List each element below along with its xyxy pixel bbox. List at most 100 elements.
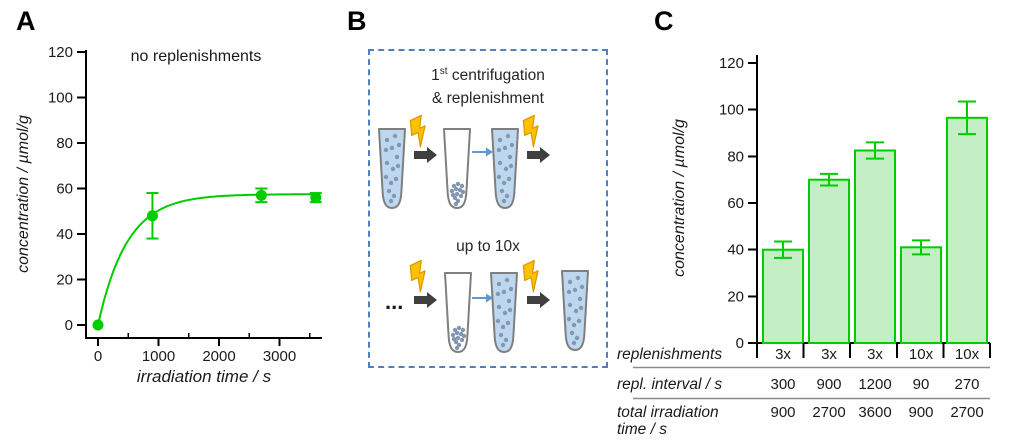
arrow-shaft (527, 151, 540, 159)
particle-dot (574, 335, 580, 341)
particle-dot (497, 137, 503, 143)
bar (900, 246, 942, 344)
particle-dot (454, 330, 460, 336)
bar (946, 116, 988, 344)
y-tick-label: 40 (727, 242, 744, 259)
particle-dot (392, 133, 398, 139)
irradiation-step (522, 114, 550, 163)
data-point (310, 192, 322, 204)
particle-dot (383, 147, 389, 153)
data-point (255, 189, 267, 201)
y-tick-label: 0 (736, 335, 744, 352)
transfer-arrow-icon (472, 147, 493, 157)
annotation-no-replenishments: no replenishments (131, 48, 262, 65)
arrow-head (540, 292, 550, 308)
tube-suspension-icon (491, 128, 519, 209)
particle-dot (503, 166, 509, 172)
particle-dot (573, 308, 579, 314)
particle-dot (496, 174, 502, 180)
particle-dot (499, 188, 505, 194)
irradiation-step (409, 114, 437, 163)
particle-dot (507, 307, 513, 313)
particle-dot (501, 198, 507, 204)
particle-dot (501, 289, 507, 295)
process-arrow-icon (527, 147, 550, 163)
particle-dot (505, 133, 511, 139)
particle-dot (455, 181, 461, 187)
panel-b-title-line1: 1st centrifugation (431, 66, 545, 85)
particle-dot (459, 183, 465, 189)
particle-dot (508, 286, 514, 292)
arrow-head (540, 147, 550, 163)
table-cell: 3600 (858, 404, 891, 421)
particle-dot (578, 305, 584, 311)
particle-dot (508, 163, 514, 169)
table-cell: 270 (954, 376, 979, 393)
bar (762, 248, 804, 344)
particle-dot (452, 195, 458, 201)
arrow-head (427, 292, 437, 308)
x-tick-label: 3000 (263, 348, 296, 365)
data-point (92, 319, 104, 331)
particle-dot (460, 327, 466, 333)
particle-dot (384, 137, 390, 143)
particle-dot (383, 174, 389, 180)
particle-dot (459, 337, 465, 343)
table-row-label-total-time-2: time / s (617, 421, 667, 438)
particle-dot (575, 275, 581, 281)
particle-dot (506, 298, 512, 304)
lightning-icon (522, 259, 539, 293)
particle-dot (498, 332, 504, 338)
tube-sediment-icon (443, 128, 471, 209)
particle-dot (460, 189, 466, 195)
tube-suspension-icon (378, 128, 406, 209)
category-label: 3x (775, 346, 791, 363)
panel-b-label: B (347, 6, 367, 36)
particle-dot (507, 154, 513, 160)
particle-dot (454, 345, 460, 351)
panel-c-label: C (654, 6, 674, 36)
process-arrow-icon (414, 147, 437, 163)
y-tick-label: 60 (56, 181, 73, 198)
y-tick-label: 20 (727, 288, 744, 305)
particle-dot (506, 176, 512, 182)
arrow-head (427, 147, 437, 163)
data-point (146, 210, 158, 222)
fit-curve (97, 193, 319, 326)
panel-b-title: 1st centrifugation & replenishment (370, 60, 606, 110)
particle-dot (453, 201, 459, 207)
particle-dot (458, 193, 464, 199)
irradiation-step (409, 259, 437, 308)
particle-dot (566, 289, 572, 295)
tube-sediment-icon (444, 272, 472, 353)
particle-dot (390, 166, 396, 172)
category-label: 10x (909, 346, 934, 363)
tube-suspension-icon (490, 272, 518, 353)
particle-dot (501, 180, 507, 186)
panel-b-process-box: 1st centrifugation & replenishment up to… (368, 49, 608, 368)
particle-dot (393, 176, 399, 182)
particle-dot (495, 291, 501, 297)
category-label: 3x (867, 346, 883, 363)
y-tick-label: 100 (719, 102, 744, 119)
y-tick-label: 120 (48, 44, 73, 61)
table-cell: 1200 (858, 376, 891, 393)
y-axis-label: concentration / µmol/g (15, 115, 32, 273)
y-tick-label: 40 (56, 226, 73, 243)
y-tick-label: 80 (727, 148, 744, 165)
y-tick-label: 80 (56, 135, 73, 152)
particle-dot (496, 304, 502, 310)
transfer-arrow-icon (472, 293, 493, 303)
arrow-shaft (414, 296, 427, 304)
particle-dot (504, 277, 510, 283)
category-label: 10x (955, 346, 980, 363)
tube-suspension-icon (561, 270, 589, 351)
x-tick-label: 1000 (142, 348, 175, 365)
x-tick-label: 0 (94, 348, 102, 365)
y-tick-label: 60 (727, 195, 744, 212)
table-cell: 900 (908, 404, 933, 421)
y-tick-label: 20 (56, 272, 73, 289)
table-row-label-interval: repl. interval / s (617, 376, 722, 393)
table-cell: 2700 (950, 404, 983, 421)
particle-dot (509, 142, 515, 148)
